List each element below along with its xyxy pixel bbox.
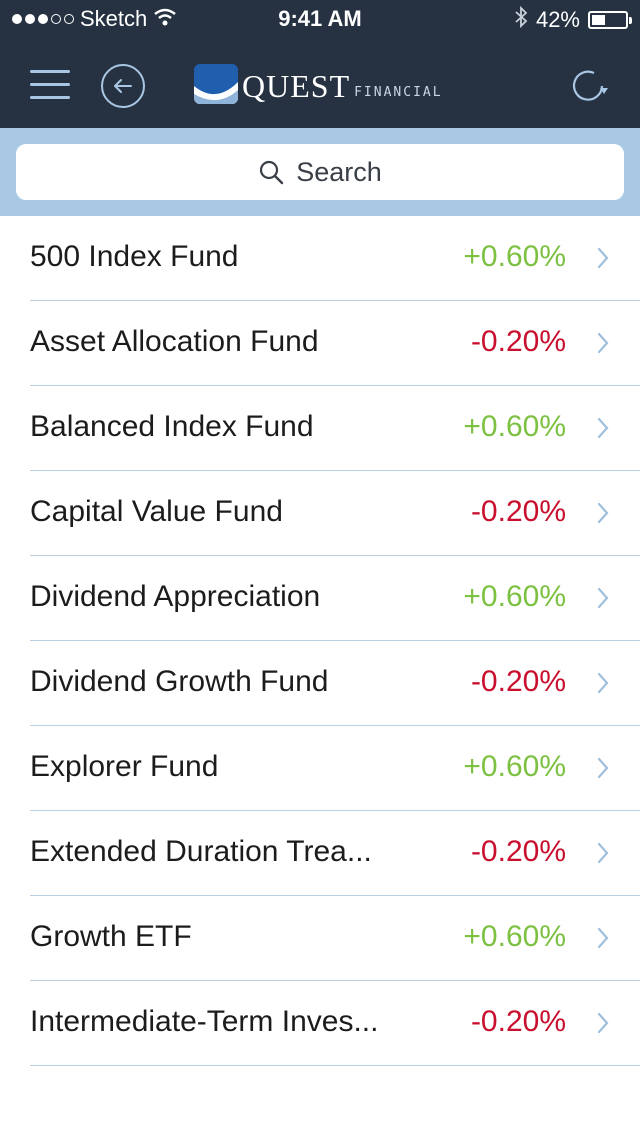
fund-change: -0.20% (470, 325, 566, 358)
fund-name: Explorer Fund (30, 750, 219, 783)
row-divider (30, 980, 640, 981)
back-arrow-icon (114, 79, 132, 93)
search-icon (260, 160, 284, 185)
fund-list: 500 Index Fund +0.60% Asset Allocation Fun… (0, 216, 640, 1066)
brand-logo: QUEST FINANCIAL (194, 64, 443, 104)
nav-bar: QUEST FINANCIAL (0, 40, 640, 128)
fund-change: +0.60% (463, 580, 566, 613)
fund-name: 500 Index Fund (30, 240, 239, 273)
chevron-right-icon (597, 502, 609, 524)
refresh-icon (572, 70, 608, 101)
fund-row[interactable]: Growth ETF +0.60% (0, 896, 640, 981)
battery-icon (588, 11, 632, 29)
chevron-right-icon (597, 247, 609, 269)
row-divider (30, 725, 640, 726)
bluetooth-icon (514, 5, 528, 34)
fund-change: +0.60% (463, 920, 566, 953)
brand-name: QUEST (242, 68, 351, 104)
search-input[interactable]: Search (16, 144, 624, 200)
chevron-right-icon (597, 332, 609, 354)
fund-row[interactable]: Balanced Index Fund +0.60% (0, 386, 640, 471)
chevron-right-icon (597, 1012, 609, 1034)
fund-row[interactable]: Capital Value Fund -0.20% (0, 471, 640, 556)
fund-name: Capital Value Fund (30, 495, 283, 528)
row-divider (30, 810, 640, 811)
fund-row[interactable]: Extended Duration Trea... -0.20% (0, 811, 640, 896)
fund-name: Dividend Growth Fund (30, 665, 329, 698)
status-bar: Sketch 9:41 AM 42% (0, 0, 640, 40)
battery-level-fill (592, 15, 606, 25)
battery-percent: 42% (535, 7, 580, 32)
fund-name: Asset Allocation Fund (30, 325, 319, 358)
row-divider (30, 895, 640, 896)
menu-button[interactable] (30, 70, 70, 100)
status-right: 42% (514, 5, 632, 34)
search-bar: Search (0, 128, 640, 216)
wifi-icon (153, 6, 177, 32)
row-divider (30, 470, 640, 471)
fund-name: Dividend Appreciation (30, 580, 321, 613)
back-button[interactable] (101, 64, 145, 108)
chevron-right-icon (597, 842, 609, 864)
fund-row[interactable]: 500 Index Fund +0.60% (0, 216, 640, 301)
status-time: 9:41 AM (278, 6, 362, 31)
chevron-right-icon (597, 417, 609, 439)
fund-change: +0.60% (463, 750, 566, 783)
fund-change: +0.60% (463, 240, 566, 273)
row-divider (30, 640, 640, 641)
fund-row[interactable]: Dividend Appreciation +0.60% (0, 556, 640, 641)
signal-strength-icon (12, 14, 74, 24)
search-placeholder: Search (296, 156, 382, 187)
fund-row[interactable]: Dividend Growth Fund -0.20% (0, 641, 640, 726)
row-divider (30, 300, 640, 301)
brand-subtitle: FINANCIAL (354, 85, 443, 100)
fund-change: +0.60% (463, 410, 566, 443)
row-divider (30, 1065, 640, 1066)
fund-change: -0.20% (470, 835, 566, 868)
fund-change: -0.20% (470, 665, 566, 698)
fund-name: Extended Duration Trea... (30, 835, 372, 868)
fund-name: Growth ETF (30, 920, 192, 953)
chevron-right-icon (597, 927, 609, 949)
fund-row[interactable]: Asset Allocation Fund -0.20% (0, 301, 640, 386)
logo-mark-icon (194, 64, 238, 104)
chevron-right-icon (597, 757, 609, 779)
fund-name: Balanced Index Fund (30, 410, 314, 443)
fund-name: Intermediate-Term Inves... (30, 1005, 379, 1038)
fund-change: -0.20% (470, 1005, 566, 1038)
fund-row[interactable]: Explorer Fund +0.60% (0, 726, 640, 811)
chevron-right-icon (597, 672, 609, 694)
row-divider (30, 385, 640, 386)
fund-row[interactable]: Intermediate-Term Inves... -0.20% (0, 981, 640, 1066)
row-divider (30, 555, 640, 556)
chevron-right-icon (597, 587, 609, 609)
fund-change: -0.20% (470, 495, 566, 528)
top-bar: Sketch 9:41 AM 42% (0, 0, 640, 128)
status-left: Sketch (12, 6, 177, 32)
refresh-button[interactable] (566, 64, 610, 108)
carrier-name: Sketch (80, 6, 148, 31)
